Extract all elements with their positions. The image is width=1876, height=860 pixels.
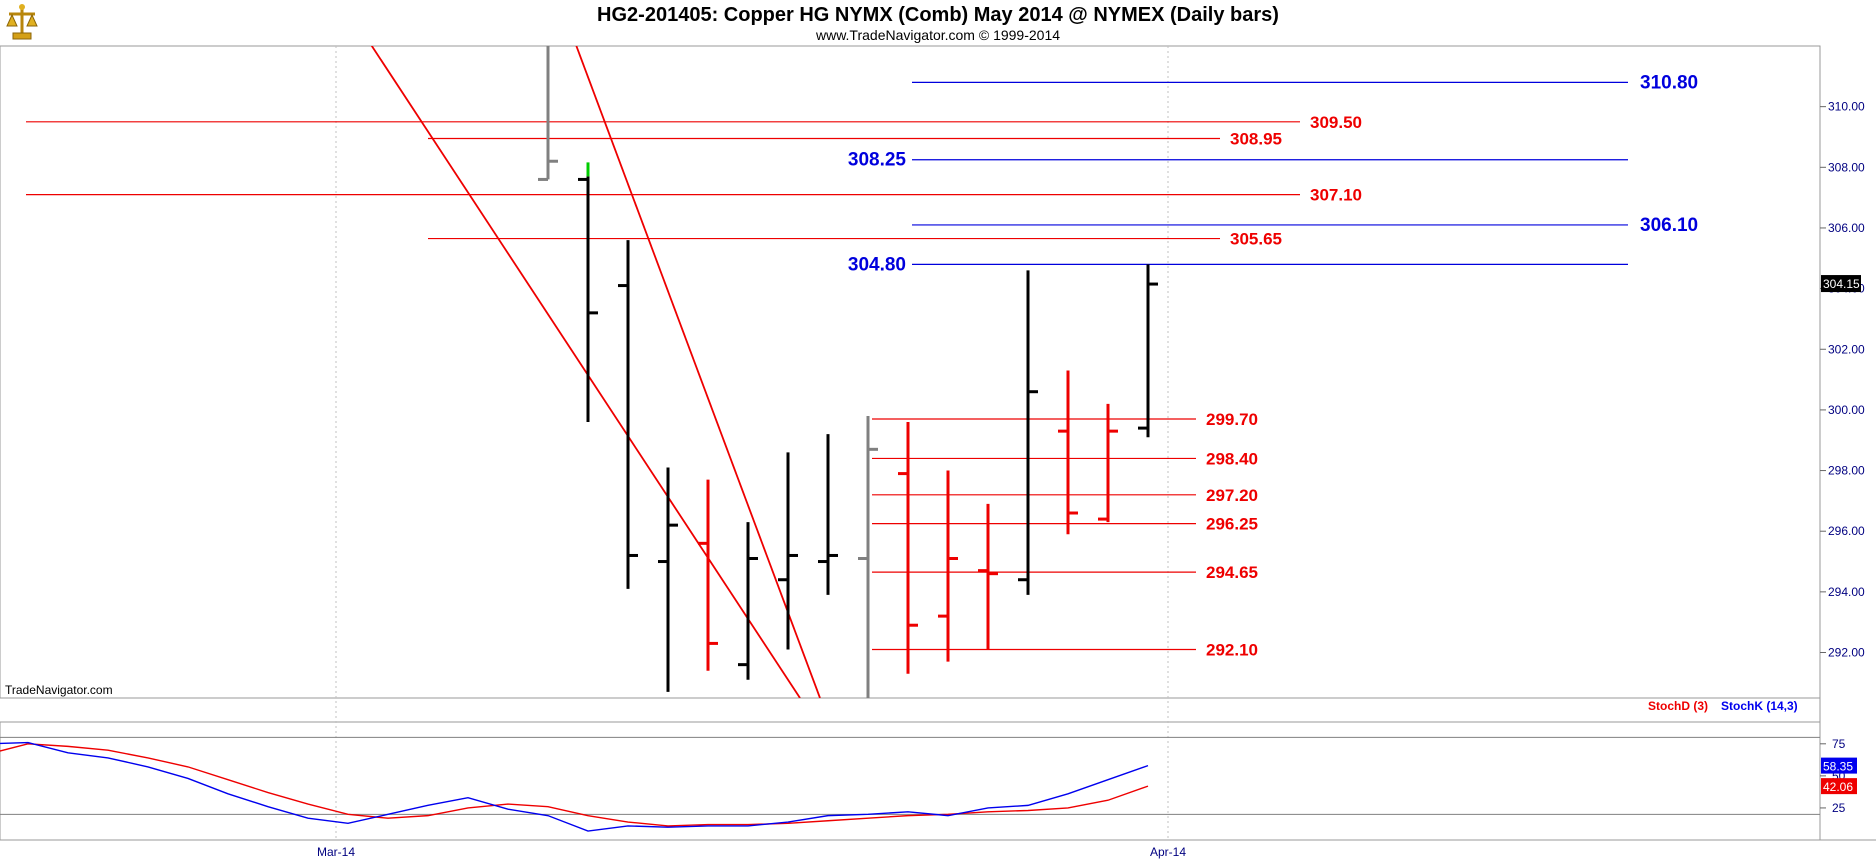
- ohlc-bar: [818, 434, 838, 595]
- level-label: 306.10: [1640, 215, 1698, 236]
- trendline: [575, 46, 821, 698]
- level-label: 292.10: [1206, 640, 1258, 659]
- level-label: 305.65: [1230, 230, 1282, 249]
- trendline: [370, 46, 801, 698]
- watermark: TradeNavigator.com: [5, 683, 113, 697]
- ohlc-bar: [1058, 370, 1078, 535]
- last-price-tag: [1821, 275, 1861, 293]
- x-tick-label: Mar-14: [317, 845, 355, 859]
- ohlc-bar: [898, 422, 918, 674]
- chart-title: HG2-201405: Copper HG NYMX (Comb) May 20…: [597, 4, 1279, 26]
- stoch-tick-label: 75: [1832, 737, 1846, 751]
- stoch-k-value: 58.35: [1823, 760, 1853, 774]
- last-price-label: 304.15: [1823, 277, 1860, 291]
- y-tick-label: 296.00: [1828, 524, 1865, 538]
- scales-logo-icon: [4, 2, 40, 42]
- ohlc-bar: [738, 522, 758, 680]
- y-tick-label: 308.00: [1828, 160, 1865, 174]
- x-tick-label: Apr-14: [1150, 845, 1186, 859]
- legend-stoch-k: StochK (14,3): [1721, 699, 1798, 713]
- level-label: 296.25: [1206, 515, 1258, 534]
- y-tick-label: 294.00: [1828, 585, 1865, 599]
- level-label: 307.10: [1310, 186, 1362, 205]
- level-label: 304.80: [848, 254, 906, 275]
- level-label: 308.95: [1230, 129, 1282, 148]
- stoch-k-line: [0, 741, 1149, 832]
- level-label: 298.40: [1206, 449, 1258, 468]
- stoch-d-value-tag: [1821, 778, 1857, 795]
- stoch-tick-label: 25: [1832, 801, 1846, 815]
- ohlc-bar: [778, 452, 798, 650]
- level-label: 310.80: [1640, 72, 1698, 93]
- y-tick-label: 292.00: [1828, 646, 1865, 660]
- ohlc-bar: [1138, 264, 1158, 438]
- ohlc-bar: [578, 162, 598, 423]
- legend-stoch-d: StochD (3): [1648, 699, 1708, 713]
- stochastic-panel: [0, 721, 1821, 841]
- ohlc-bar: [1018, 270, 1038, 595]
- ohlc-bar: [1098, 403, 1118, 523]
- y-tick-label: 310.00: [1828, 100, 1865, 114]
- ohlc-bar: [858, 415, 878, 698]
- price-panel: [0, 45, 1821, 699]
- stoch-d-value: 42.06: [1823, 780, 1853, 794]
- level-label: 309.50: [1310, 113, 1362, 132]
- ohlc-bar: [978, 503, 998, 650]
- ohlc-bar: [618, 240, 638, 589]
- stoch-k-value-tag: [1821, 757, 1857, 774]
- y-tick-label: 306.00: [1828, 221, 1865, 235]
- level-label: 308.25: [848, 150, 907, 171]
- level-label: 297.20: [1206, 486, 1258, 505]
- y-tick-label: 298.00: [1828, 464, 1865, 478]
- ohlc-bar: [938, 470, 958, 662]
- level-label: 294.65: [1206, 563, 1258, 582]
- level-label: 299.70: [1206, 410, 1258, 429]
- y-tick-label: 300.00: [1828, 403, 1865, 417]
- stoch-d-line: [0, 743, 1149, 827]
- ohlc-bar: [658, 467, 678, 692]
- y-tick-label: 302.00: [1828, 342, 1865, 356]
- ohlc-bar: [538, 46, 558, 181]
- chart-subtitle: www.TradeNavigator.com © 1999-2014: [815, 27, 1060, 43]
- ohlc-bar: [698, 479, 718, 671]
